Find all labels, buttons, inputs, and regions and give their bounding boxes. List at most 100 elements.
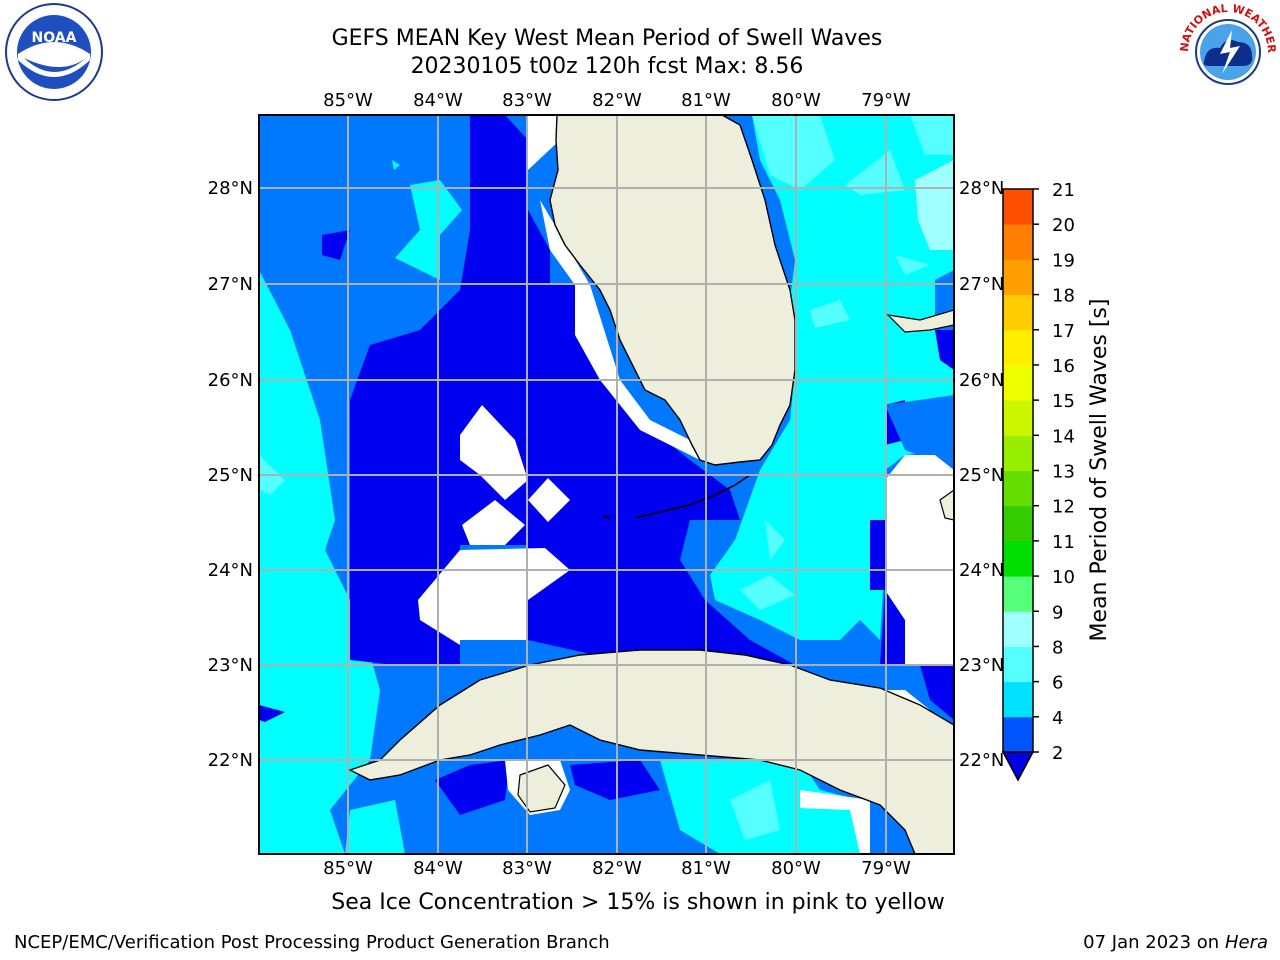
lon-label: 84°W <box>413 858 463 879</box>
lon-label: 81°W <box>681 858 731 879</box>
field-6-8-atlantic-c <box>845 150 905 195</box>
colorbar-segment <box>1003 259 1033 296</box>
missing-patch-4 <box>418 548 570 645</box>
field-6-8-atlantic-n <box>752 115 835 190</box>
field-4-6-southwest <box>345 800 405 854</box>
field-6-8-atlantic-s <box>895 255 930 275</box>
field-4-6-west <box>259 270 380 854</box>
lat-label: 25°N <box>959 465 1004 486</box>
field-below-2-gulf <box>350 115 795 665</box>
land-andros <box>939 489 954 521</box>
colorbar-tick-label: 10 <box>1052 567 1075 588</box>
colorbar-segment <box>1003 681 1033 718</box>
colorbar-tick-label: 11 <box>1052 532 1075 553</box>
lon-label: 81°W <box>681 90 731 111</box>
map-frame <box>258 114 955 855</box>
colorbar: 2 4 6 8 9 10 11 12 13 14 15 16 17 18 19 20 21 <box>1001 180 1075 782</box>
lon-label: 82°W <box>592 90 642 111</box>
colorbar-tick-label: 21 <box>1052 180 1075 201</box>
field-below-2-bahamas5 <box>935 330 954 370</box>
lon-label: 80°W <box>771 858 821 879</box>
field-4-6-spot <box>392 160 400 170</box>
lon-label: 83°W <box>502 90 552 111</box>
field-below-2-bahamas2 <box>870 520 885 590</box>
missing-patch-2 <box>528 478 570 522</box>
missing-patch-5 <box>528 115 560 170</box>
field-6-8-atlantic-e <box>810 300 850 328</box>
colorbar-segment <box>1003 646 1033 683</box>
colorbar-tick-label: 4 <box>1052 708 1063 729</box>
colorbar-segment <box>1003 576 1033 612</box>
lat-label: 26°N <box>208 370 253 391</box>
field-below-2-south <box>435 760 510 815</box>
lat-label: 28°N <box>959 178 1004 199</box>
lat-labels-right: 28°N 27°N 26°N 25°N 24°N 23°N 22°N <box>959 178 1004 771</box>
chart-title: GEFS MEAN Key West Mean Period of Swell … <box>331 26 883 51</box>
colorbar-label: Mean Period of Swell Waves [s] <box>1087 299 1112 642</box>
colorbar-segment <box>1003 611 1033 647</box>
noaa-logo-text: NOAA <box>32 30 77 46</box>
colorbar-tick-label: 13 <box>1052 462 1075 483</box>
map-graticule <box>259 115 954 854</box>
lon-label: 79°W <box>861 858 911 879</box>
map-area <box>259 115 954 854</box>
lon-label: 83°W <box>502 858 552 879</box>
lat-label: 22°N <box>959 750 1004 771</box>
missing-bahamas <box>885 455 954 665</box>
field-6-8-straits2 <box>765 520 785 560</box>
footer-date-text: 07 Jan 2023 on <box>1083 932 1225 953</box>
lat-label: 26°N <box>959 370 1004 391</box>
missing-patch-3 <box>462 500 525 545</box>
field-2-4-bahamas <box>885 395 954 460</box>
colorbar-segment <box>1003 189 1033 225</box>
missing-patch-1 <box>460 405 528 500</box>
field-6-8-south <box>730 780 780 840</box>
footer-host: Hera <box>1224 932 1268 953</box>
field-6-8-atlantic-ne <box>910 115 954 155</box>
lon-label: 80°W <box>771 90 821 111</box>
lat-label: 28°N <box>208 178 253 199</box>
colorbar-under-extension <box>1001 751 1035 782</box>
colorbar-tick-label: 17 <box>1052 321 1075 342</box>
footer-date: 07 Jan 2023 on Hera <box>1083 932 1268 953</box>
colorbar-tick-label: 18 <box>1052 286 1075 307</box>
colorbar-tick-label: 14 <box>1052 426 1075 447</box>
colorbar-tick-label: 20 <box>1052 215 1075 236</box>
lon-label: 84°W <box>413 90 463 111</box>
colorbar-tick-label: 16 <box>1052 356 1075 377</box>
missing-south <box>800 790 870 854</box>
noaa-logo-icon: NOAA <box>5 3 103 101</box>
land-dry-tortugas <box>603 515 611 519</box>
colorbar-segment <box>1003 716 1033 753</box>
colorbar-tick-label: 8 <box>1052 637 1063 658</box>
land-cuba <box>348 649 954 854</box>
colorbar-segment <box>1003 505 1033 542</box>
lon-label: 85°W <box>323 858 373 879</box>
colorbar-tick-label: 19 <box>1052 250 1075 271</box>
colorbar-tick-label: 6 <box>1052 673 1063 694</box>
colorbar-segment <box>1003 329 1033 366</box>
lat-label: 27°N <box>959 274 1004 295</box>
lat-label: 24°N <box>208 560 253 581</box>
land-florida <box>549 115 796 466</box>
lon-label: 79°W <box>861 90 911 111</box>
colorbar-segment <box>1003 435 1033 471</box>
colorbar-tick-label: 12 <box>1052 497 1075 518</box>
chart-subtitle-run: 20230105 t00z 120h fcst Max: 8.56 <box>410 54 804 79</box>
lon-labels-top: 85°W 84°W 83°W 82°W 81°W 80°W 79°W <box>323 90 911 111</box>
field-below-2-bahamas4 <box>920 665 954 720</box>
land-florida-keys <box>634 474 751 519</box>
colorbar-segment <box>1003 470 1033 507</box>
lon-label: 82°W <box>592 858 642 879</box>
lon-labels-bottom: 85°W 84°W 83°W 82°W 81°W 80°W 79°W <box>323 858 911 879</box>
colorbar-tick-label: 9 <box>1052 602 1063 623</box>
colorbar-tick-label: 2 <box>1052 743 1063 764</box>
sea-ice-note: Sea Ice Concentration > 15% is shown in … <box>331 890 945 915</box>
lat-label: 23°N <box>959 655 1004 676</box>
lat-label: 25°N <box>208 465 253 486</box>
colorbar-segment <box>1003 224 1033 260</box>
field-below-2-south2 <box>570 760 660 800</box>
lat-labels-left: 28°N 27°N 26°N 25°N 24°N 23°N 22°N <box>208 178 253 771</box>
lat-label: 23°N <box>208 655 253 676</box>
colorbar-segment <box>1003 364 1033 401</box>
